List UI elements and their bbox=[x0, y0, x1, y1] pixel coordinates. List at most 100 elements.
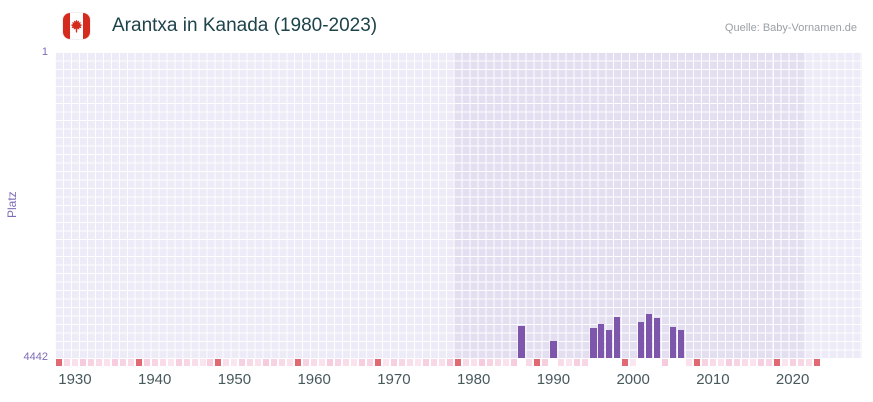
maple-leaf-icon bbox=[70, 19, 83, 33]
unranked-marker bbox=[765, 359, 772, 366]
x-tick-label: 2010 bbox=[696, 371, 730, 388]
unranked-marker bbox=[231, 359, 238, 366]
unranked-marker bbox=[542, 359, 549, 366]
unranked-marker-dark bbox=[622, 359, 629, 366]
unranked-marker bbox=[789, 359, 796, 366]
bar[interactable] bbox=[637, 322, 645, 358]
unranked-marker bbox=[382, 359, 389, 366]
unranked-marker bbox=[781, 359, 788, 366]
unranked-marker bbox=[390, 359, 397, 366]
unranked-marker bbox=[143, 359, 150, 366]
unranked-marker bbox=[733, 359, 740, 366]
unranked-marker bbox=[486, 359, 493, 366]
unranked-marker bbox=[494, 359, 501, 366]
unranked-marker bbox=[526, 359, 533, 366]
unranked-marker bbox=[406, 359, 413, 366]
flag-red-band-right bbox=[83, 13, 90, 39]
canada-flag-icon bbox=[63, 13, 90, 39]
unranked-marker-dark bbox=[534, 359, 541, 366]
y-axis-label: Platz bbox=[5, 191, 19, 219]
unranked-marker bbox=[749, 359, 756, 366]
bar[interactable] bbox=[597, 324, 605, 358]
unranked-marker bbox=[478, 359, 485, 366]
flag-white-band bbox=[70, 13, 83, 39]
unranked-marker bbox=[103, 359, 110, 366]
unranked-marker bbox=[430, 359, 437, 366]
x-tick-label: 1940 bbox=[137, 371, 172, 388]
unranked-marker bbox=[247, 359, 254, 366]
unranked-marker bbox=[111, 359, 118, 366]
x-axis: 1930 1940 1950 1960 1970 1980 1990 2000 2010 2020 bbox=[55, 371, 862, 391]
unranked-marker bbox=[566, 359, 573, 366]
unranked-marker bbox=[223, 359, 230, 366]
unranked-marker bbox=[438, 359, 445, 366]
x-tick-label: 1980 bbox=[456, 371, 491, 388]
unranked-marker bbox=[279, 359, 286, 366]
x-tick-label: 1930 bbox=[58, 371, 92, 388]
unranked-marker bbox=[271, 359, 278, 366]
unranked-marker bbox=[701, 359, 708, 366]
unranked-marker bbox=[662, 359, 669, 366]
unranked-marker bbox=[167, 359, 174, 366]
unranked-marker-dark bbox=[813, 359, 820, 366]
bar[interactable] bbox=[653, 317, 661, 358]
bar[interactable] bbox=[605, 330, 613, 358]
unranked-marker bbox=[199, 359, 206, 366]
unranked-marker bbox=[183, 359, 190, 366]
unranked-marker bbox=[159, 359, 166, 366]
x-tick-label: 1990 bbox=[536, 371, 571, 388]
unranked-marker bbox=[757, 359, 764, 366]
unranked-marker-dark bbox=[454, 359, 461, 366]
unranked-marker bbox=[502, 359, 509, 366]
unranked-marker bbox=[359, 359, 365, 366]
y-tick-top: 1 bbox=[41, 46, 48, 58]
unranked-marker bbox=[422, 359, 429, 366]
unranked-marker bbox=[71, 359, 78, 366]
bar[interactable] bbox=[518, 326, 525, 358]
bar[interactable] bbox=[645, 313, 653, 358]
unranked-marker bbox=[470, 359, 477, 366]
plot-area bbox=[55, 52, 862, 358]
bar[interactable] bbox=[590, 328, 597, 358]
unranked-marker bbox=[95, 359, 102, 366]
chart-title: Arantxa in Kanada (1980-2023) bbox=[112, 15, 378, 36]
unranked-marker bbox=[558, 359, 565, 366]
unranked-marker-dark bbox=[215, 359, 222, 366]
unranked-marker bbox=[351, 359, 358, 366]
bar[interactable] bbox=[669, 326, 677, 358]
unranked-marker bbox=[207, 359, 214, 366]
bar[interactable] bbox=[677, 329, 685, 358]
flag-red-band-left bbox=[63, 13, 70, 39]
unranked-marker bbox=[319, 359, 326, 366]
unranked-marker bbox=[311, 359, 318, 366]
bar[interactable] bbox=[613, 317, 621, 358]
unranked-marker bbox=[63, 359, 70, 366]
unranked-marker bbox=[175, 359, 182, 366]
unranked-marker bbox=[510, 359, 517, 366]
unranked-marker-dark bbox=[374, 359, 381, 366]
unranked-marker bbox=[717, 359, 724, 366]
x-tick-label: 2000 bbox=[616, 371, 650, 388]
unranked-marker bbox=[255, 359, 262, 366]
unranked-marker bbox=[446, 359, 453, 366]
x-tick-label: 2020 bbox=[775, 371, 810, 388]
unranked-marker bbox=[630, 359, 637, 366]
unranked-marker-dark bbox=[55, 359, 62, 366]
unranked-marker bbox=[87, 359, 94, 366]
unranked-marker bbox=[741, 359, 748, 366]
unranked-marker bbox=[709, 359, 716, 366]
unranked-marker-dark bbox=[693, 359, 700, 366]
bar[interactable] bbox=[550, 341, 557, 358]
unranked-marker bbox=[191, 359, 198, 366]
unranked-marker bbox=[685, 359, 692, 366]
unranked-marker bbox=[239, 359, 246, 366]
unranked-marker bbox=[263, 359, 270, 366]
x-tick-label: 1970 bbox=[377, 371, 411, 388]
unranked-marker bbox=[805, 359, 812, 366]
unranked-marker bbox=[119, 359, 126, 366]
y-tick-bottom: 4442 bbox=[23, 351, 48, 363]
unranked-marker bbox=[151, 359, 158, 366]
unranked-marker bbox=[574, 359, 581, 366]
unranked-marker-dark bbox=[773, 359, 780, 366]
